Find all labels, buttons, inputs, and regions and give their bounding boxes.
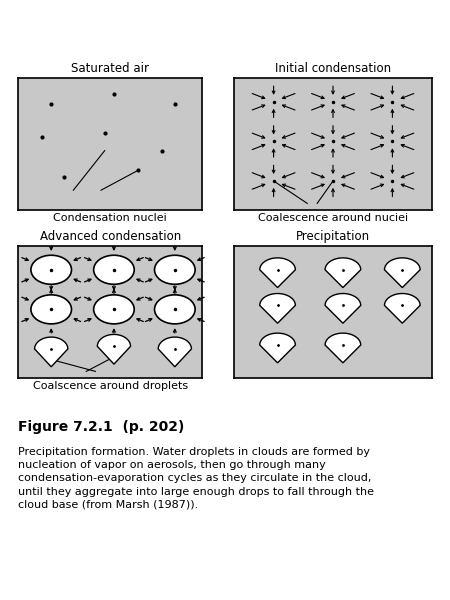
Polygon shape: [384, 293, 420, 323]
Circle shape: [94, 255, 134, 284]
Text: Precipitation: Precipitation: [296, 230, 370, 243]
Circle shape: [31, 255, 72, 284]
Polygon shape: [35, 337, 68, 367]
Text: Coalscence around droplets: Coalscence around droplets: [33, 381, 188, 391]
Polygon shape: [97, 334, 130, 364]
Text: Figure 7.2.1  (p. 202): Figure 7.2.1 (p. 202): [18, 420, 184, 434]
Circle shape: [31, 295, 72, 324]
Polygon shape: [260, 333, 295, 363]
Polygon shape: [325, 333, 361, 363]
Circle shape: [94, 295, 134, 324]
Polygon shape: [325, 293, 361, 323]
Polygon shape: [384, 258, 420, 287]
Text: Saturated air: Saturated air: [71, 62, 149, 75]
Polygon shape: [158, 337, 191, 367]
Circle shape: [154, 295, 195, 324]
Text: Precipitation formation. Water droplets in clouds are formed by
nucleation of va: Precipitation formation. Water droplets …: [18, 447, 374, 510]
Text: Initial condensation: Initial condensation: [275, 62, 391, 75]
Text: Condensation nuclei: Condensation nuclei: [54, 213, 167, 223]
Polygon shape: [260, 258, 295, 287]
Polygon shape: [260, 293, 295, 323]
Circle shape: [154, 255, 195, 284]
Polygon shape: [325, 258, 361, 287]
Text: Coalescence around nuciei: Coalescence around nuciei: [258, 213, 408, 223]
Text: Advanced condensation: Advanced condensation: [40, 230, 181, 243]
